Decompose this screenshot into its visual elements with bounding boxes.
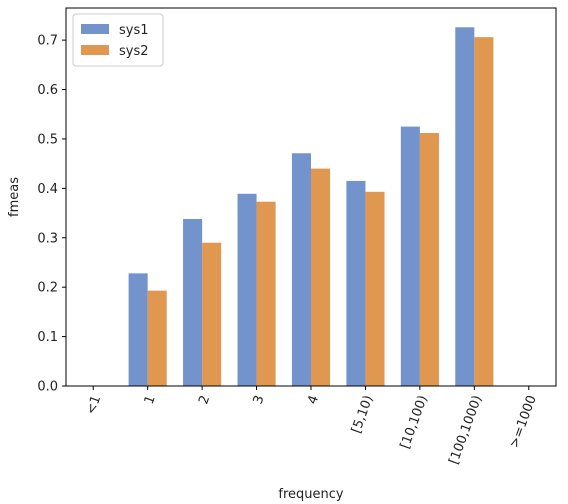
y-tick-label: 0.3 bbox=[37, 231, 58, 246]
x-tick-label: [10,100) bbox=[398, 393, 431, 450]
bar-sys1-4 bbox=[291, 153, 311, 386]
x-tick-label: 1 bbox=[142, 393, 159, 406]
bar-sys1-2 bbox=[183, 218, 203, 386]
y-tick-label: 0.0 bbox=[37, 380, 58, 395]
y-tick-label: 0.5 bbox=[37, 132, 58, 147]
legend-swatch-sys1 bbox=[81, 24, 109, 34]
legend-label-sys1: sys1 bbox=[119, 23, 149, 38]
y-tick-label: 0.4 bbox=[37, 182, 58, 197]
bar-sys1-7 bbox=[455, 27, 475, 387]
x-tick-label: 4 bbox=[305, 393, 322, 406]
x-tick-label: 3 bbox=[251, 393, 268, 406]
bar-sys2-1 bbox=[147, 290, 167, 386]
legend: sys1 sys2 bbox=[72, 13, 164, 67]
x-tick-label: >=1000 bbox=[507, 393, 540, 450]
y-tick-label: 0.7 bbox=[37, 34, 58, 49]
x-tick-label: [100,1000) bbox=[447, 393, 486, 466]
x-axis: <1 1 2 3 4 [5,10) [10,100) [100,1000) >=1000 bbox=[84, 386, 540, 466]
bar-sys1-3 bbox=[237, 193, 257, 386]
bar-sys2-6 bbox=[419, 133, 439, 386]
y-tick-label: 0.1 bbox=[37, 330, 58, 345]
legend-box bbox=[72, 13, 164, 67]
bar-sys1-6 bbox=[400, 126, 420, 386]
bar-sys2-3 bbox=[256, 201, 276, 386]
bar-sys1-1 bbox=[128, 273, 148, 386]
y-axis-label: fmeas bbox=[7, 177, 22, 217]
plot-area bbox=[65, 7, 557, 387]
bar-sys2-2 bbox=[202, 242, 222, 386]
legend-swatch-sys2 bbox=[81, 45, 109, 55]
x-axis-label: frequency bbox=[278, 487, 344, 502]
bar-sys2-4 bbox=[311, 168, 331, 386]
bar-sys2-5 bbox=[365, 191, 385, 386]
legend-label-sys2: sys2 bbox=[119, 44, 149, 59]
y-tick-label: 0.2 bbox=[37, 281, 58, 296]
x-tick-label: [5,10) bbox=[349, 393, 376, 435]
bar-sys2-7 bbox=[474, 37, 494, 387]
x-tick-label: <1 bbox=[84, 393, 105, 416]
x-tick-label: 2 bbox=[196, 393, 213, 406]
y-tick-label: 0.6 bbox=[37, 83, 58, 98]
y-axis: 0.0 0.1 0.2 0.3 0.4 0.5 0.6 0.7 bbox=[37, 34, 66, 395]
bar-sys1-5 bbox=[346, 180, 366, 386]
